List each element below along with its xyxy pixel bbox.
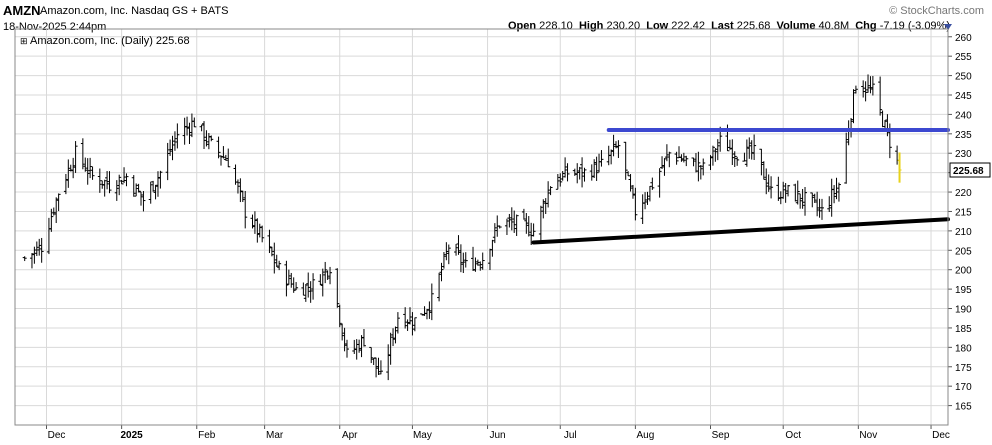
chevron-down-icon[interactable] xyxy=(944,24,952,30)
x-tick-label: Aug xyxy=(636,430,654,441)
x-tick-label: Jun xyxy=(489,430,505,441)
x-tick-label: Dec xyxy=(932,430,950,441)
y-tick-label: 240 xyxy=(955,110,972,121)
trendlines xyxy=(531,127,950,245)
brand-watermark: © StockCharts.com xyxy=(889,5,984,17)
x-tick-label: Sep xyxy=(712,430,730,441)
plot-label-text: Amazon.com, Inc. (Daily) 225.68 xyxy=(30,35,190,47)
y-tick-label: 205 xyxy=(955,246,972,257)
last-price-tag-label: 225.68 xyxy=(953,166,984,177)
price-bars xyxy=(22,74,902,381)
x-tick-label: Mar xyxy=(266,430,284,441)
y-tick-label: 170 xyxy=(955,382,972,393)
last-price-tag xyxy=(949,162,991,178)
x-tick-label: Feb xyxy=(198,430,216,441)
chart-grid xyxy=(15,29,948,425)
y-tick-label: 235 xyxy=(955,130,972,141)
y-tick-label: 255 xyxy=(955,52,972,63)
y-tick-label: 185 xyxy=(955,324,972,335)
y-tick-label: 195 xyxy=(955,285,972,296)
plus-minus-icon[interactable]: ⊞ xyxy=(20,36,28,46)
y-tick-label: 200 xyxy=(955,266,972,277)
y-tick-label: 215 xyxy=(955,207,972,218)
x-tick-label: Jul xyxy=(564,430,577,441)
y-tick-label: 250 xyxy=(955,72,972,83)
chart-datetime: 18-Nov-2025 2:44pm xyxy=(3,21,107,33)
ticker-symbol: AMZN xyxy=(3,3,41,18)
x-tick-label: Dec xyxy=(48,430,66,441)
company-exchange: Amazon.com, Inc. Nasdaq GS + BATS xyxy=(40,5,229,17)
x-tick-label: Oct xyxy=(785,430,801,441)
chart-axes: 1651701751801851901952002052102152202252… xyxy=(46,33,991,441)
y-tick-label: 230 xyxy=(955,149,972,160)
y-tick-label: 165 xyxy=(955,402,972,413)
y-tick-label: 210 xyxy=(955,227,972,238)
x-tick-label: May xyxy=(413,430,432,441)
y-tick-label: 190 xyxy=(955,305,972,316)
y-tick-label: 220 xyxy=(955,188,972,199)
trendline-support xyxy=(531,217,950,245)
y-tick-label: 245 xyxy=(955,91,972,102)
x-tick-label: Apr xyxy=(342,430,358,441)
x-tick-label: 2025 xyxy=(121,430,144,441)
plot-frame xyxy=(14,28,949,426)
y-tick-label: 180 xyxy=(955,343,972,354)
y-tick-label: 175 xyxy=(955,363,972,374)
y-tick-label: 260 xyxy=(955,33,972,44)
x-tick-label: Nov xyxy=(859,430,877,441)
plot-label: ⊞ Amazon.com, Inc. (Daily) 225.68 xyxy=(20,35,190,47)
